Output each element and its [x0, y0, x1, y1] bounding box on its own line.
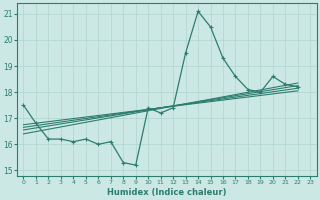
X-axis label: Humidex (Indice chaleur): Humidex (Indice chaleur)	[107, 188, 227, 197]
